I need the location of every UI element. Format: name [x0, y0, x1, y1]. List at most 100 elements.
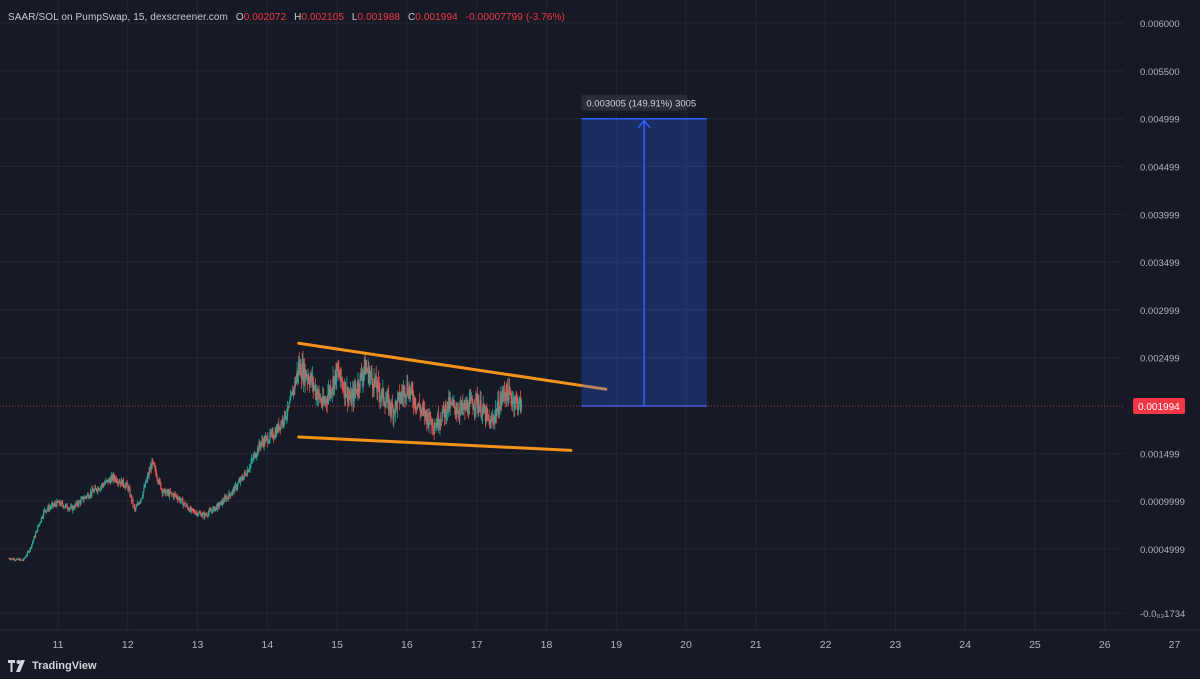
candle-body: [249, 464, 251, 469]
projection-label: 0.003005 (149.91%) 3005: [586, 99, 696, 110]
candle-body: [305, 369, 307, 378]
candle-body: [35, 530, 37, 534]
price-tick-label: 0.003499: [1140, 258, 1180, 269]
time-tick-label: 15: [331, 639, 343, 651]
candle-body: [260, 443, 262, 447]
time-tick-label: 25: [1029, 639, 1041, 651]
candle-body: [317, 390, 319, 396]
candle-body: [106, 479, 108, 481]
candle-body: [322, 396, 324, 405]
candle-body: [383, 401, 385, 405]
candle-body: [454, 401, 456, 408]
candle-body: [410, 389, 412, 395]
candle-body: [331, 388, 333, 392]
candle-body: [517, 399, 519, 411]
candle-body: [198, 512, 200, 515]
candle-body: [257, 448, 259, 452]
candle-body: [27, 551, 29, 553]
candle-body: [516, 398, 518, 400]
candle-body: [255, 456, 257, 458]
candle-body: [281, 418, 284, 425]
tradingview-brand[interactable]: TradingView: [8, 660, 97, 672]
candle-body: [165, 492, 167, 496]
candle-body: [285, 417, 287, 419]
candle-body: [286, 415, 288, 418]
candle-body: [478, 404, 480, 413]
candle-body: [443, 405, 445, 410]
candle-body: [412, 391, 414, 401]
candle-body: [415, 407, 418, 409]
candle-body: [63, 506, 65, 508]
candle-body: [333, 376, 336, 390]
candle-body: [252, 458, 254, 460]
candle-body: [508, 386, 510, 403]
candle-body: [83, 498, 85, 501]
candle-body: [369, 374, 371, 376]
candle-body: [261, 440, 263, 444]
candle-body: [416, 404, 418, 409]
candle-body: [507, 393, 509, 403]
candle-body: [12, 558, 15, 560]
candle-body: [126, 482, 128, 486]
candle-body: [153, 463, 155, 467]
tradingview-logo-icon: [8, 660, 25, 672]
candle-body: [283, 422, 285, 424]
candle-body: [193, 510, 196, 513]
candle-body: [93, 489, 95, 493]
candle-body: [421, 410, 423, 412]
candle-body: [107, 479, 109, 483]
candle-body: [221, 500, 223, 505]
candle-body: [176, 495, 178, 498]
candle-body: [60, 501, 62, 506]
candle-body: [500, 394, 502, 402]
candle-body: [186, 504, 188, 507]
candle-body: [417, 404, 419, 406]
candle-body: [134, 508, 136, 510]
candle-body: [138, 502, 141, 505]
candle-body: [347, 387, 349, 402]
candle-body: [328, 388, 330, 395]
candle-body: [432, 428, 434, 429]
candle-body: [218, 505, 221, 507]
candle-body: [204, 513, 207, 515]
candle-body: [208, 509, 210, 513]
candle-body: [492, 417, 494, 421]
candle-body: [117, 481, 119, 484]
candle-body: [380, 397, 382, 400]
candle-body: [464, 403, 466, 411]
candle-body: [426, 414, 428, 424]
candle-body: [492, 417, 495, 421]
candle-body: [48, 507, 51, 511]
candle-body: [101, 483, 103, 486]
time-tick-label: 21: [750, 639, 762, 651]
candle-body: [164, 489, 166, 496]
candle-body: [28, 551, 30, 553]
candle-body: [25, 556, 27, 557]
candle-body: [100, 485, 103, 487]
candle-body: [188, 509, 190, 511]
price-tick-label: 0.003999: [1140, 210, 1180, 221]
candle-body: [246, 470, 248, 476]
candle-body: [273, 438, 275, 439]
candle-body: [125, 482, 127, 485]
candle-body: [449, 400, 451, 409]
candle-body: [231, 493, 233, 495]
candle-body: [349, 391, 352, 398]
candle-body: [173, 494, 175, 498]
candle-body: [493, 420, 495, 422]
candle-body: [86, 494, 89, 496]
candle-body: [481, 408, 484, 416]
candle-body: [484, 409, 487, 422]
candle-body: [179, 498, 181, 502]
candle-body: [160, 488, 163, 490]
candle-body: [431, 419, 433, 426]
candle-body: [123, 485, 125, 487]
candle-body: [352, 389, 354, 395]
time-tick-label: 27: [1169, 639, 1181, 651]
candle-body: [189, 507, 191, 512]
candle-body: [402, 390, 404, 397]
candle-body: [376, 387, 378, 392]
candle-body: [120, 479, 122, 485]
candle-body: [8, 558, 10, 560]
